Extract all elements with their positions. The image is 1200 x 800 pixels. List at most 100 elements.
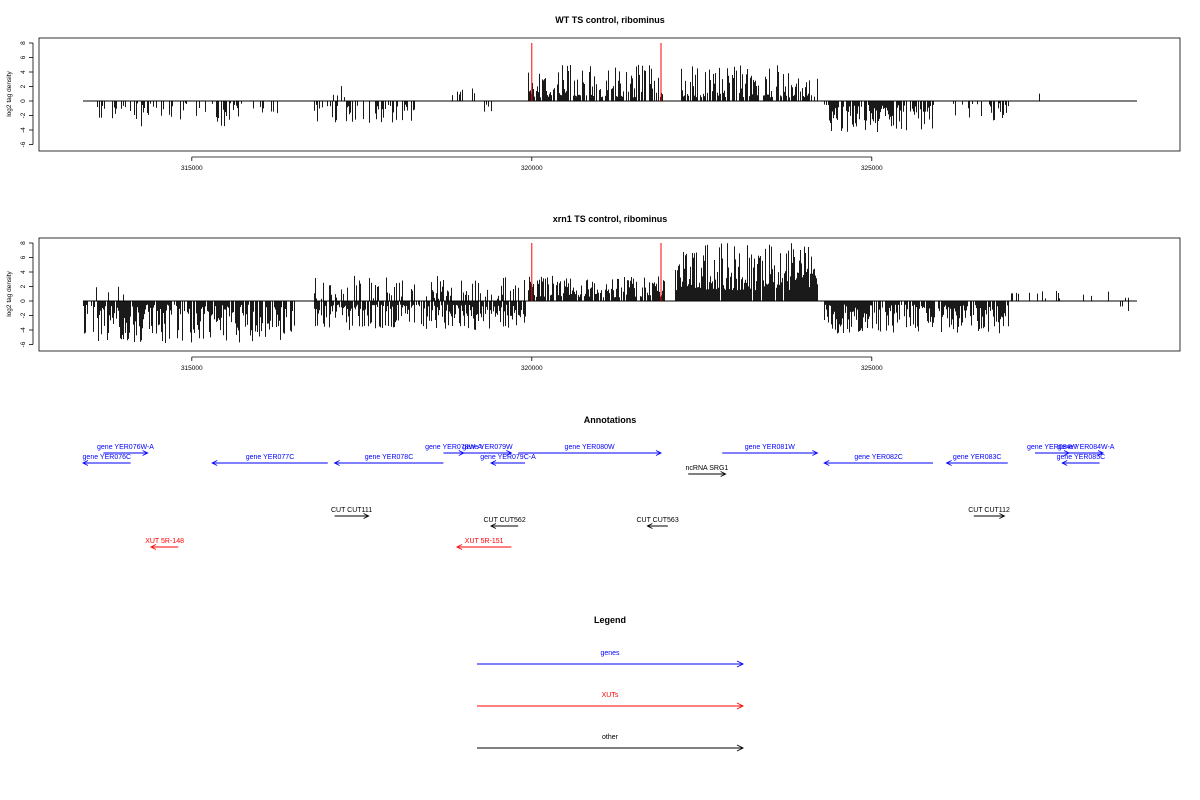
xrn1-bars bbox=[83, 243, 1137, 343]
y-tick-label: 4 bbox=[20, 70, 27, 74]
annotation-feature: XUT 5R-148 bbox=[145, 538, 184, 550]
legend-label: genes bbox=[600, 650, 620, 657]
wt-x-axis: 315000 320000 325000 bbox=[181, 156, 883, 172]
legend-item: genes bbox=[477, 650, 745, 668]
wt-plot-frame bbox=[38, 37, 1181, 152]
feature-arrowhead bbox=[506, 450, 513, 456]
legend-arrowhead bbox=[736, 702, 745, 710]
feature-label: CUT CUT563 bbox=[636, 517, 678, 524]
annotations-title: Annotations bbox=[584, 415, 637, 425]
y-tick-label: -6 bbox=[20, 341, 27, 347]
x-tick-label: 325000 bbox=[861, 365, 883, 372]
wt-track-panel: WT TS control, ribominus log2 tag densit… bbox=[6, 15, 1181, 172]
feature-arrowhead bbox=[999, 513, 1006, 519]
wt-y-axis-label: log2 tag density bbox=[6, 70, 13, 116]
feature-arrowhead bbox=[646, 523, 653, 529]
annotation-feature: gene YER084W-A bbox=[1058, 444, 1115, 456]
feature-label: CUT CUT111 bbox=[331, 507, 372, 514]
feature-arrowhead bbox=[812, 450, 819, 456]
feature-arrowhead bbox=[1061, 460, 1068, 466]
y-tick-label: -2 bbox=[20, 112, 27, 118]
annotation-feature: gene YER078C bbox=[333, 454, 444, 466]
feature-label: ncRNA SRG1 bbox=[686, 465, 729, 472]
annotation-feature: CUT CUT111 bbox=[331, 507, 372, 519]
wt-y-axis: 8 6 4 2 0 -2 -4 -6 bbox=[20, 41, 34, 147]
xrn1-plot-frame bbox=[38, 237, 1181, 352]
feature-arrowhead bbox=[655, 450, 663, 456]
annotation-feature: gene YER079C-A bbox=[480, 454, 536, 466]
annotation-feature: gene YER082C bbox=[823, 454, 933, 466]
y-tick-label: 8 bbox=[20, 41, 27, 45]
wt-markers bbox=[531, 43, 662, 101]
feature-label: gene YER083C bbox=[953, 454, 1002, 461]
x-tick-label: 315000 bbox=[181, 365, 203, 372]
xrn1-y-axis-label: log2 tag density bbox=[6, 270, 13, 316]
feature-label: XUT 5R-148 bbox=[145, 538, 184, 545]
x-tick-label: 325000 bbox=[861, 165, 883, 172]
feature-arrowhead bbox=[1097, 450, 1105, 456]
feature-arrowhead bbox=[489, 460, 497, 466]
feature-arrowhead bbox=[823, 460, 830, 466]
feature-arrowhead bbox=[489, 523, 497, 529]
feature-arrowhead bbox=[720, 471, 727, 477]
feature-arrowhead bbox=[142, 450, 149, 456]
xrn1-x-axis: 315000 320000 325000 bbox=[181, 356, 883, 372]
feature-label: gene YER077C bbox=[246, 454, 295, 461]
y-tick-label: -4 bbox=[20, 327, 27, 333]
feature-label: CUT CUT112 bbox=[968, 507, 1010, 514]
legend-label: other bbox=[602, 734, 619, 741]
x-tick-label: 315000 bbox=[181, 165, 203, 172]
y-tick-label: 2 bbox=[20, 84, 27, 88]
annotation-feature: CUT CUT562 bbox=[483, 517, 526, 529]
x-tick-label: 320000 bbox=[521, 165, 543, 172]
feature-label: gene YER079C-A bbox=[480, 454, 536, 461]
y-tick-label: 6 bbox=[20, 255, 27, 259]
feature-arrowhead bbox=[149, 544, 157, 550]
feature-arrowhead bbox=[333, 460, 340, 466]
feature-arrowhead bbox=[81, 460, 89, 466]
wt-track-title: WT TS control, ribominus bbox=[555, 15, 665, 25]
feature-arrowhead bbox=[455, 544, 463, 550]
x-tick-label: 320000 bbox=[521, 365, 543, 372]
annotation-feature: gene YER080W bbox=[518, 444, 663, 456]
legend-items: genes XUTs other bbox=[477, 650, 745, 752]
legend-label: XUTs bbox=[602, 692, 619, 699]
y-tick-label: 2 bbox=[20, 284, 27, 288]
xrn1-track-panel: xrn1 TS control, ribominus log2 tag dens… bbox=[6, 214, 1181, 372]
y-tick-label: 4 bbox=[20, 270, 27, 274]
annotation-feature: ncRNA SRG1 bbox=[686, 465, 729, 477]
legend: Legend genes XUTs other bbox=[477, 615, 745, 752]
annotation-feature: CUT CUT563 bbox=[636, 517, 679, 529]
legend-item: other bbox=[477, 734, 745, 752]
feature-label: gene YER078C bbox=[365, 454, 414, 461]
annotation-feature: XUT 5R-151 bbox=[455, 538, 512, 550]
feature-label: gene YER081W bbox=[745, 444, 795, 451]
legend-item: XUTs bbox=[477, 692, 745, 710]
feature-label: XUT 5R-151 bbox=[465, 538, 504, 545]
legend-arrowhead bbox=[736, 744, 745, 752]
feature-label: gene YER078W-A bbox=[425, 444, 482, 451]
annotation-features: gene YER076W-A gene YER076C gene YER077C ge… bbox=[81, 444, 1115, 550]
xrn1-y-axis: 8 6 4 2 0 -2 -4 -6 bbox=[20, 241, 34, 347]
xrn1-markers bbox=[531, 243, 662, 301]
y-tick-label: -6 bbox=[20, 141, 27, 147]
y-tick-label: 6 bbox=[20, 55, 27, 59]
annotation-feature: gene YER076W-A bbox=[97, 444, 154, 456]
feature-label: CUT CUT562 bbox=[483, 517, 525, 524]
y-tick-label: -4 bbox=[20, 127, 27, 133]
legend-arrowhead bbox=[736, 660, 745, 668]
annotation-feature: gene YER076C bbox=[81, 454, 132, 466]
feature-arrowhead bbox=[945, 460, 952, 466]
annotation-feature: gene YER079W bbox=[463, 444, 513, 456]
feature-label: gene YER076C bbox=[83, 454, 132, 461]
feature-arrowhead bbox=[363, 513, 370, 519]
y-tick-label: 0 bbox=[20, 299, 27, 303]
feature-label: gene YER084W bbox=[1027, 444, 1077, 451]
y-tick-label: -2 bbox=[20, 312, 27, 318]
feature-label: gene YER079W bbox=[463, 444, 513, 451]
feature-label: gene YER080W bbox=[565, 444, 615, 451]
feature-label: gene YER082C bbox=[854, 454, 903, 461]
annotation-feature: gene YER083C bbox=[945, 454, 1008, 466]
annotation-feature: gene YER081W bbox=[722, 444, 819, 456]
